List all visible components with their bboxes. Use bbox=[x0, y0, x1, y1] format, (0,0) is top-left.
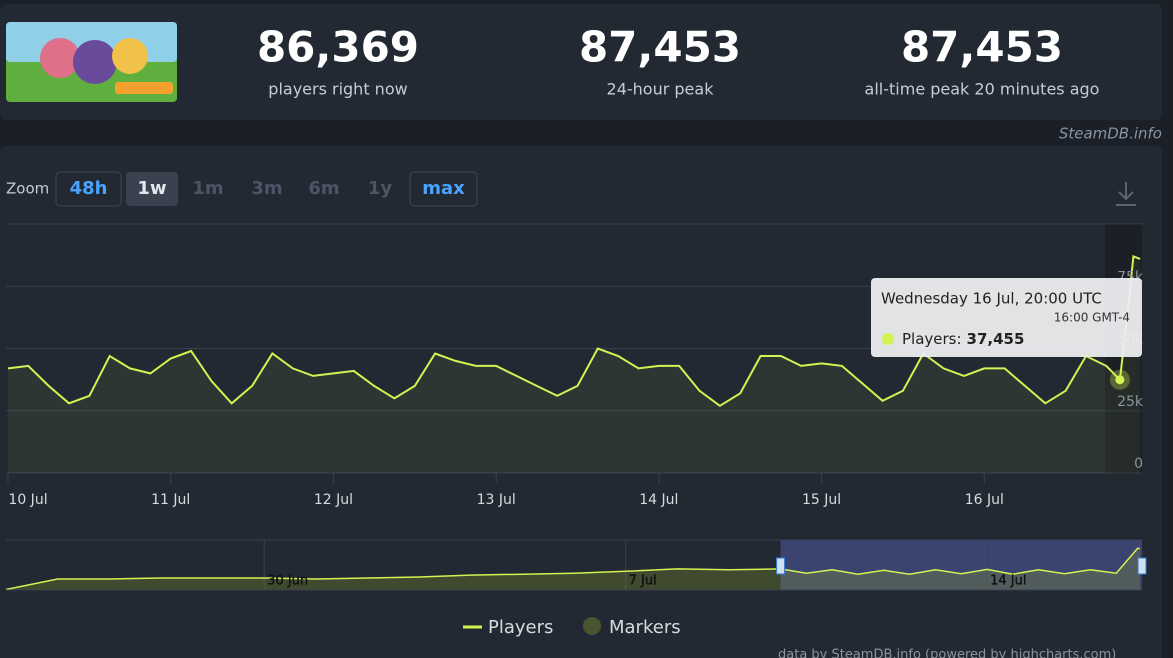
credit: SteamDB.info bbox=[1059, 125, 1162, 143]
zoom-button-label[interactable]: 48h bbox=[70, 178, 108, 199]
navigator-label: 30 Jun bbox=[267, 574, 308, 589]
tooltip-box bbox=[871, 278, 1142, 357]
x-tick-label: 13 Jul bbox=[477, 492, 516, 508]
x-tick-label: 11 Jul bbox=[151, 492, 190, 508]
tooltip-value: 37,455 bbox=[967, 330, 1025, 348]
zoom-button-label[interactable]: 1m bbox=[192, 178, 223, 199]
zoom-button[interactable] bbox=[55, 171, 122, 207]
zoom-button-label[interactable]: 1w bbox=[137, 178, 166, 199]
legend-label[interactable]: Markers bbox=[609, 617, 681, 638]
x-tick-label: 16 Jul bbox=[965, 492, 1004, 508]
zoom-label: Zoom bbox=[6, 180, 49, 198]
y-tick-label: 0 bbox=[1134, 456, 1143, 472]
players-line bbox=[7, 255, 1141, 408]
tooltip-label: Players: bbox=[902, 330, 962, 348]
navigator-handle[interactable] bbox=[1137, 557, 1147, 575]
navigator-area bbox=[6, 548, 1140, 590]
x-tick-label: 10 Jul bbox=[8, 492, 47, 508]
navigator-label: 7 Jul bbox=[629, 574, 657, 589]
tooltip-row: Players: 37,455 bbox=[902, 330, 1024, 348]
zoom-button-label[interactable]: 3m bbox=[251, 178, 282, 199]
navigator-selection bbox=[780, 540, 1142, 590]
stat-label: 24-hour peak bbox=[607, 80, 715, 99]
zoom-button[interactable] bbox=[126, 172, 178, 206]
x-tick-label: 15 Jul bbox=[802, 492, 841, 508]
navigator-handle[interactable] bbox=[776, 557, 786, 575]
stat-value: 87,453 bbox=[579, 23, 741, 72]
players-area bbox=[8, 256, 1141, 473]
x-tick-label: 12 Jul bbox=[314, 492, 353, 508]
stat-value: 87,453 bbox=[901, 23, 1063, 72]
legend-label[interactable]: Players bbox=[488, 617, 553, 638]
header-panel bbox=[0, 4, 1162, 120]
zoom-button-label[interactable]: 6m bbox=[308, 178, 339, 199]
hover-point bbox=[1115, 375, 1125, 385]
navigator-label: 14 Jul bbox=[990, 574, 1026, 589]
stat-value: 86,369 bbox=[257, 23, 419, 72]
zoom-button-label[interactable]: 1y bbox=[368, 178, 393, 199]
x-tick-label: 14 Jul bbox=[639, 492, 678, 508]
game-thumbnail bbox=[6, 22, 177, 102]
y-tick-label: 25k bbox=[1117, 394, 1144, 410]
stat-label: players right now bbox=[268, 80, 407, 99]
stat-label: all-time peak 20 minutes ago bbox=[865, 80, 1100, 99]
zoom-button[interactable] bbox=[409, 171, 478, 207]
tooltip-subtitle: 16:00 GMT-4 bbox=[1054, 311, 1130, 325]
tooltip-title: Wednesday 16 Jul, 20:00 UTC bbox=[881, 290, 1102, 308]
chart-panel bbox=[0, 146, 1162, 658]
download-icon[interactable] bbox=[1116, 182, 1136, 206]
footer: data by SteamDB.info (powered by highcha… bbox=[778, 648, 1116, 658]
zoom-button-label[interactable]: max bbox=[422, 178, 465, 199]
legend-marker[interactable] bbox=[583, 617, 601, 635]
tooltip-dot bbox=[882, 333, 894, 345]
